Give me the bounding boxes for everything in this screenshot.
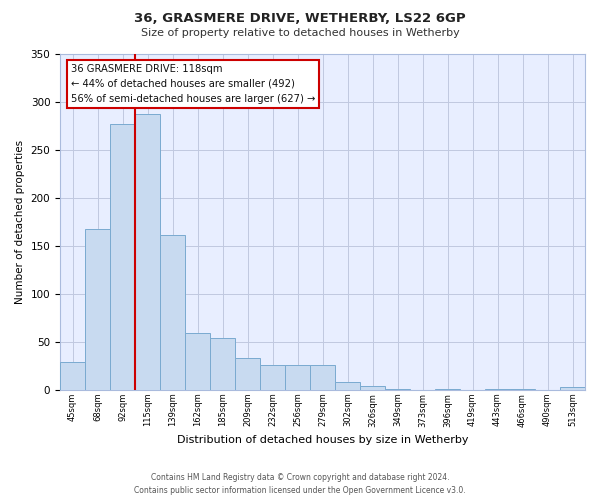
Bar	[335, 382, 360, 390]
Bar	[285, 365, 310, 390]
Bar	[110, 124, 135, 390]
Bar	[260, 365, 285, 390]
Bar	[435, 389, 460, 390]
Bar	[185, 334, 210, 390]
Bar	[560, 387, 585, 390]
Text: 36 GRASMERE DRIVE: 118sqm
← 44% of detached houses are smaller (492)
56% of semi: 36 GRASMERE DRIVE: 118sqm ← 44% of detac…	[71, 64, 315, 104]
Bar	[135, 114, 160, 390]
Text: 36, GRASMERE DRIVE, WETHERBY, LS22 6GP: 36, GRASMERE DRIVE, WETHERBY, LS22 6GP	[134, 12, 466, 26]
Y-axis label: Number of detached properties: Number of detached properties	[15, 140, 25, 304]
Bar	[160, 236, 185, 390]
Bar	[485, 389, 510, 390]
Bar	[510, 389, 535, 390]
Bar	[235, 358, 260, 390]
Bar	[310, 365, 335, 390]
Bar	[385, 389, 410, 390]
Text: Contains HM Land Registry data © Crown copyright and database right 2024.
Contai: Contains HM Land Registry data © Crown c…	[134, 474, 466, 495]
X-axis label: Distribution of detached houses by size in Wetherby: Distribution of detached houses by size …	[177, 435, 468, 445]
Bar	[360, 386, 385, 390]
Bar	[210, 338, 235, 390]
Bar	[85, 228, 110, 390]
Bar	[60, 362, 85, 390]
Text: Size of property relative to detached houses in Wetherby: Size of property relative to detached ho…	[140, 28, 460, 38]
